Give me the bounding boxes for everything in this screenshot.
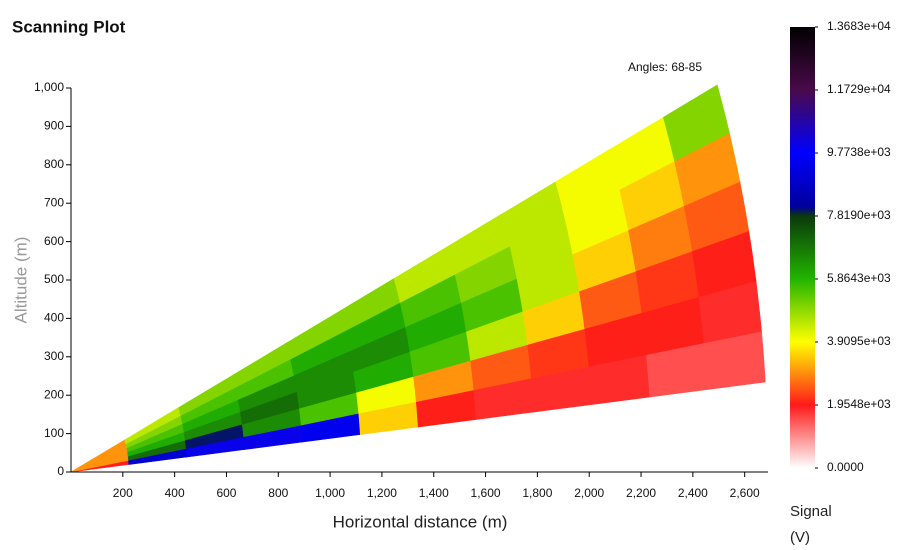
x-tick-label: 1,800: [522, 486, 552, 500]
x-tick-label: 1,400: [419, 486, 449, 500]
y-tick-label: 400: [44, 311, 64, 325]
x-tick-label: 200: [113, 486, 133, 500]
y-tick-label: 1,000: [34, 80, 64, 94]
x-tick-label: 1,600: [471, 486, 501, 500]
colorbar-tick-label: 3.9095e+03: [827, 334, 891, 348]
y-tick-label: 200: [44, 387, 64, 401]
colorbar-tick-label: 1.3683e+04: [827, 19, 891, 33]
y-tick-label: 0: [57, 464, 64, 478]
chart-title: Scanning Plot: [12, 17, 126, 36]
y-tick-label: 600: [44, 234, 64, 248]
y-tick-label: 500: [44, 272, 64, 286]
colorbar-tick-label: 1.9548e+03: [827, 397, 891, 411]
x-tick-label: 400: [165, 486, 185, 500]
colorbar: [790, 27, 815, 468]
x-tick-label: 800: [268, 486, 288, 500]
x-tick-label: 2,000: [574, 486, 604, 500]
x-axis-label: Horizontal distance (m): [333, 512, 508, 531]
y-axis-label: Altitude (m): [11, 237, 30, 324]
x-tick-label: 1,000: [315, 486, 345, 500]
colorbar-label: Signal: [790, 503, 832, 520]
colorbar-tick-label: 1.1729e+04: [827, 82, 891, 96]
y-tick-label: 700: [44, 195, 64, 209]
x-tick-label: 1,200: [367, 486, 397, 500]
y-tick-label: 900: [44, 119, 64, 133]
colorbar-tick-label: 9.7738e+03: [827, 145, 891, 159]
y-tick-label: 100: [44, 426, 64, 440]
x-tick-label: 2,400: [678, 486, 708, 500]
colorbar-tick-label: 0.0000: [827, 460, 864, 474]
colorbar-tick-label: 5.8643e+03: [827, 271, 891, 285]
annotation: Angles: 68-85: [628, 60, 702, 74]
x-tick-label: 600: [216, 486, 236, 500]
y-tick-label: 300: [44, 349, 64, 363]
colorbar-tick-label: 7.8190e+03: [827, 208, 891, 222]
colorbar-label: (V): [790, 529, 810, 546]
x-tick-label: 2,200: [626, 486, 656, 500]
x-tick-label: 2,600: [730, 486, 760, 500]
y-tick-label: 800: [44, 157, 64, 171]
